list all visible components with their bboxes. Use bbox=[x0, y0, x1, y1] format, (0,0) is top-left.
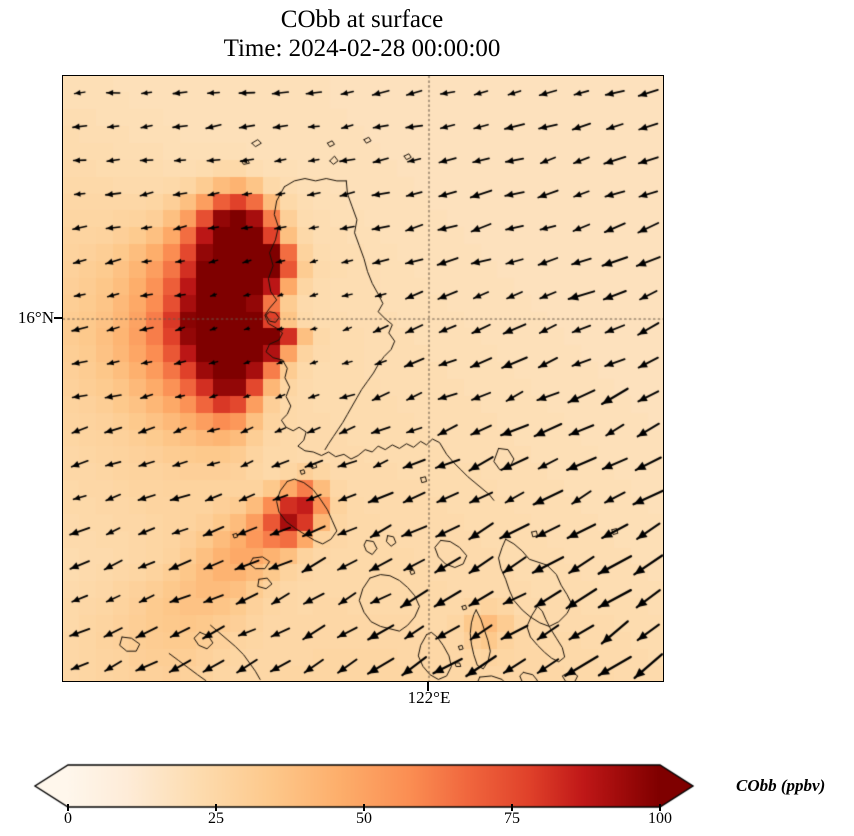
colorbar-tick-label-100: 100 bbox=[648, 810, 672, 827]
colorbar-label: CObb (ppbv) bbox=[736, 776, 826, 795]
colorbar[interactable]: 0 25 50 75 100 CObb (ppbv) bbox=[0, 756, 854, 836]
map-axes[interactable] bbox=[62, 75, 664, 682]
x-tick-mark-122e bbox=[427, 682, 430, 691]
x-tick-label-122e: 122°E bbox=[407, 688, 451, 707]
colorbar-gradient bbox=[30, 760, 700, 812]
title-line-2: Time: 2024-02-28 00:00:00 bbox=[223, 34, 501, 62]
colorbar-tick-label-0: 0 bbox=[64, 810, 72, 827]
colorbar-tick-label-50: 50 bbox=[356, 810, 372, 827]
y-tick-label-16n: 16°N bbox=[17, 308, 54, 327]
title-line-1: CObb at surface bbox=[280, 6, 444, 33]
plot-title: CObb at surface Time: 2024-02-28 00:00:0… bbox=[0, 6, 724, 63]
colorbar-tick-label-75: 75 bbox=[504, 810, 520, 827]
heatmap-layer bbox=[63, 76, 663, 681]
colorbar-tick-label-25: 25 bbox=[208, 810, 224, 827]
y-tick-mark-16n bbox=[54, 317, 63, 320]
